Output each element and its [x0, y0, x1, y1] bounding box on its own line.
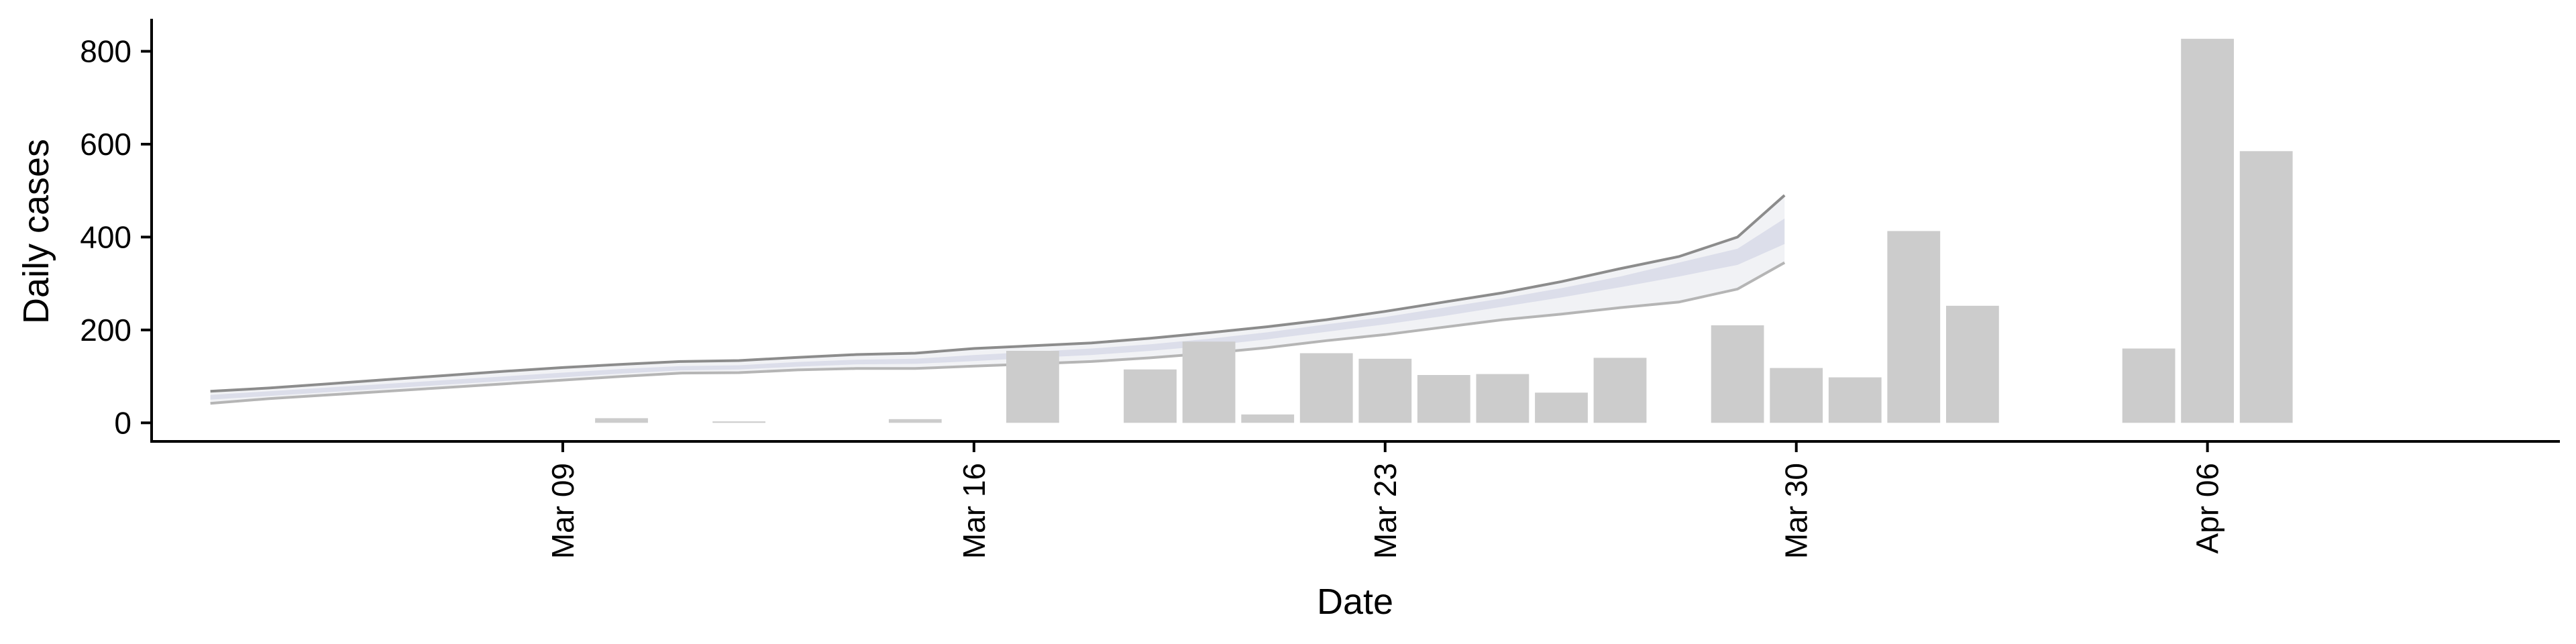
x-ticks: Mar 09 Mar 16 Mar 23 Mar 30 Apr 06: [545, 441, 2225, 559]
y-tick-label-200: 200: [80, 313, 131, 347]
bar-2020-04-07: [2239, 151, 2293, 423]
bar-2020-03-30: [1770, 368, 1823, 423]
x-tick-label-2020-03-16: Mar 16: [957, 463, 991, 559]
bar-2020-03-15: [888, 419, 942, 423]
x-axis-title: Date: [1317, 582, 1393, 622]
y-ticks: 0 200 400 600 800: [80, 34, 152, 440]
bar-2020-03-31: [1828, 377, 1882, 423]
bar-2020-03-25: [1476, 374, 1529, 423]
y-tick-label-800: 800: [80, 34, 131, 68]
bar-2020-04-01: [1887, 231, 1941, 423]
x-tick-label-2020-03-30: Mar 30: [1779, 463, 1814, 559]
bar-2020-03-23: [1358, 358, 1412, 423]
bar-2020-03-26: [1535, 392, 1588, 423]
bar-2020-03-12: [712, 421, 765, 423]
y-tick-label-400: 400: [80, 219, 131, 254]
x-tick-label-2020-04-06: Apr 06: [2190, 463, 2225, 554]
bar-2020-03-19: [1124, 369, 1177, 423]
forecast-band-lower-line: [210, 261, 1786, 405]
y-tick-label-600: 600: [80, 127, 131, 162]
bar-2020-04-05: [2122, 348, 2176, 423]
bar-2020-03-29: [1711, 325, 1764, 423]
y-tick-label-0: 0: [114, 405, 131, 440]
bar-2020-03-17: [1006, 351, 1059, 423]
bar-2020-04-06: [2181, 38, 2234, 423]
bar-2020-03-21: [1241, 414, 1295, 423]
forecast-band-upper-line: [210, 194, 1786, 393]
bar-2020-03-22: [1299, 353, 1353, 423]
bar-2020-03-24: [1417, 375, 1470, 423]
bar-2020-03-10: [595, 418, 648, 423]
forecast-band-layer: [210, 194, 1786, 405]
bar-2020-03-20: [1182, 341, 1236, 423]
axis-layer: [150, 19, 2560, 443]
bar-layer: [595, 38, 2293, 423]
x-tick-label-2020-03-23: Mar 23: [1368, 463, 1403, 559]
bar-2020-03-27: [1593, 358, 1647, 423]
bar-2020-04-02: [1946, 305, 1999, 423]
x-tick-label-2020-03-09: Mar 09: [545, 463, 580, 559]
forecast-band-inner: [210, 218, 1785, 400]
y-axis-title: Daily cases: [16, 139, 56, 324]
